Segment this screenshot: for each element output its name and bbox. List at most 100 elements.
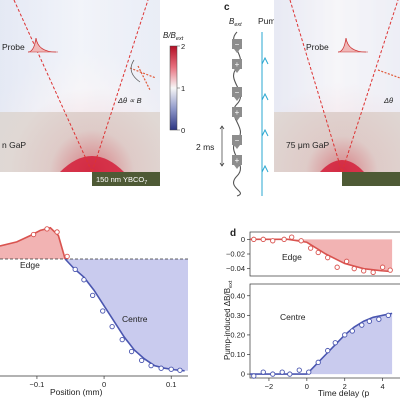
signal-point	[385, 312, 391, 318]
field-arrow-icon	[234, 117, 240, 121]
field-arrow-icon	[234, 49, 240, 53]
profile-point	[100, 308, 106, 314]
signal-fill	[250, 313, 393, 375]
signal-point	[306, 369, 312, 375]
signal-point	[251, 373, 257, 379]
signal-point	[343, 258, 350, 264]
edge-time-chart: 0 −0.02 −0.04	[226, 231, 400, 277]
profile-x-tick: 0.1	[166, 380, 176, 389]
probe-label: Probe	[2, 42, 25, 52]
angle-label-c: Δθ	[383, 96, 393, 105]
profile-point	[44, 226, 50, 232]
profile-x-tick: −0.1	[30, 380, 45, 389]
d-y-tick: 0.10	[230, 350, 245, 359]
signal-point	[298, 238, 304, 244]
profile-point	[109, 323, 115, 330]
d-y-tick: 0	[241, 235, 245, 244]
panel-c-field-map	[274, 0, 400, 186]
field-sign-label: +	[235, 108, 240, 117]
signal-point	[379, 264, 386, 270]
profile-point	[148, 362, 154, 369]
panel-label-c: c	[224, 2, 230, 13]
signal-point	[359, 322, 365, 328]
field-sign-label: +	[235, 156, 240, 165]
field-sign-label: +	[235, 60, 240, 69]
edge-label-d: Edge	[282, 252, 302, 262]
signal-point	[270, 371, 276, 377]
signal-point	[376, 316, 382, 322]
field-sign-label: −	[235, 136, 240, 145]
field-map-panel	[0, 0, 160, 186]
panel-label-d: d	[230, 228, 236, 239]
centre-fill	[65, 259, 188, 371]
time-xlabel: Time delay (p	[318, 388, 369, 398]
signal-point	[332, 340, 338, 346]
profile-point	[128, 348, 135, 355]
signal-point	[325, 255, 331, 261]
d-y-tick: 0.30	[230, 311, 245, 320]
signal-point	[307, 245, 314, 251]
d-x-tick: −2	[265, 382, 274, 391]
profile-point	[158, 365, 164, 371]
field-sign-box	[232, 59, 242, 69]
colorbar	[169, 45, 180, 131]
d-y-tick: −0.04	[226, 264, 245, 273]
signal-point	[260, 369, 266, 375]
signal-point	[281, 236, 287, 242]
probe-pulse-icon	[337, 37, 367, 53]
probe-pulse-icon	[27, 37, 57, 53]
signal-point	[349, 328, 355, 334]
field-sign-box	[232, 107, 242, 117]
probe-label-c: Probe	[306, 42, 329, 52]
signal-point	[270, 238, 276, 244]
profile-xlabel: Position (mm)	[50, 387, 103, 397]
field-sign-markers: − + − + − +	[232, 39, 242, 169]
signal-point	[370, 269, 376, 275]
field-sign-box	[232, 87, 242, 97]
profile-point	[64, 253, 70, 260]
d-ylabel: Pump-induced ΔB/Bext	[223, 280, 234, 360]
signal-point	[251, 236, 257, 242]
signal-point	[296, 367, 302, 373]
profile-point	[139, 357, 145, 364]
colorbar-tick: 1	[181, 84, 185, 93]
bext-label: Bext	[229, 17, 242, 28]
film-label: 150 nm YBCO7	[96, 175, 147, 186]
signal-point	[334, 264, 340, 270]
signal-point	[315, 249, 321, 256]
profile-point	[177, 367, 183, 373]
time-scale-label: 2 ms	[196, 142, 214, 152]
field-sign-box	[232, 39, 242, 49]
centre-time-chart: 0.40 0.30 0.20 0.10 0 −2 0 2 4	[230, 283, 400, 391]
field-hotspot	[60, 156, 124, 172]
colorbar-title: B/Bext	[163, 31, 184, 42]
signal-point	[315, 359, 321, 365]
signal-fill	[250, 239, 393, 272]
d-x-tick: 0	[305, 382, 309, 391]
signal-curve	[250, 238, 393, 273]
signal-point	[361, 268, 367, 274]
angle-label: Δθ ∝ B	[117, 96, 142, 105]
signal-point	[325, 347, 331, 354]
profile-point	[54, 229, 60, 235]
profile-point	[90, 292, 96, 299]
field-sign-label: −	[235, 88, 240, 97]
profile-point	[30, 231, 37, 238]
profile-point	[119, 336, 125, 343]
pump-label: Pump	[258, 16, 280, 26]
signal-point	[260, 236, 266, 242]
probe-beam-out	[91, 0, 149, 173]
edge-label: Edge	[20, 260, 40, 270]
profile-point	[72, 266, 78, 273]
signal-point	[289, 234, 295, 240]
d-x-tick: 2	[343, 382, 347, 391]
signal-point	[351, 266, 357, 272]
field-sign-box	[232, 135, 242, 145]
signal-point	[387, 267, 393, 273]
signal-point	[279, 369, 285, 375]
field-arrow-icon	[234, 165, 240, 169]
probe-beam-in	[13, 0, 93, 173]
field-sign-label: −	[235, 40, 240, 49]
profile-point	[81, 277, 87, 283]
